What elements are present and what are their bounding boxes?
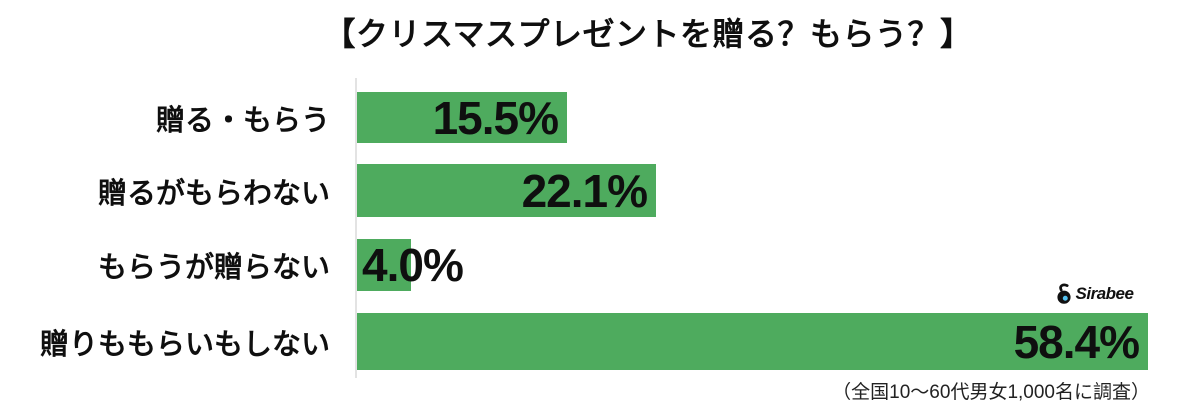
value-label: 58.4% [1013, 315, 1140, 368]
bar [357, 239, 411, 291]
sirabee-logo: Sirabee [1046, 278, 1143, 309]
y-axis-line [355, 78, 357, 378]
category-label: もらうが贈らない [97, 252, 330, 284]
category-label: 贈る・もらう [155, 104, 330, 137]
survey-note: （全国10〜60代男女1,000名に調査） [832, 382, 1150, 403]
sirabee-logo-text: Sirabee [1075, 283, 1134, 303]
bar [357, 313, 1148, 370]
bar [357, 164, 656, 217]
value-label: 22.1% [521, 164, 648, 217]
bar [357, 92, 567, 143]
sirabee-bee-icon [1056, 283, 1072, 305]
value-label: 15.5% [432, 91, 559, 144]
category-label: 贈りももらいもしない [39, 328, 330, 361]
category-label: 贈るがもらわない [97, 177, 330, 210]
value-label: 4.0% [362, 239, 464, 291]
chart-title: 【クリスマスプレゼントを贈る？もらう？】 [323, 16, 973, 52]
